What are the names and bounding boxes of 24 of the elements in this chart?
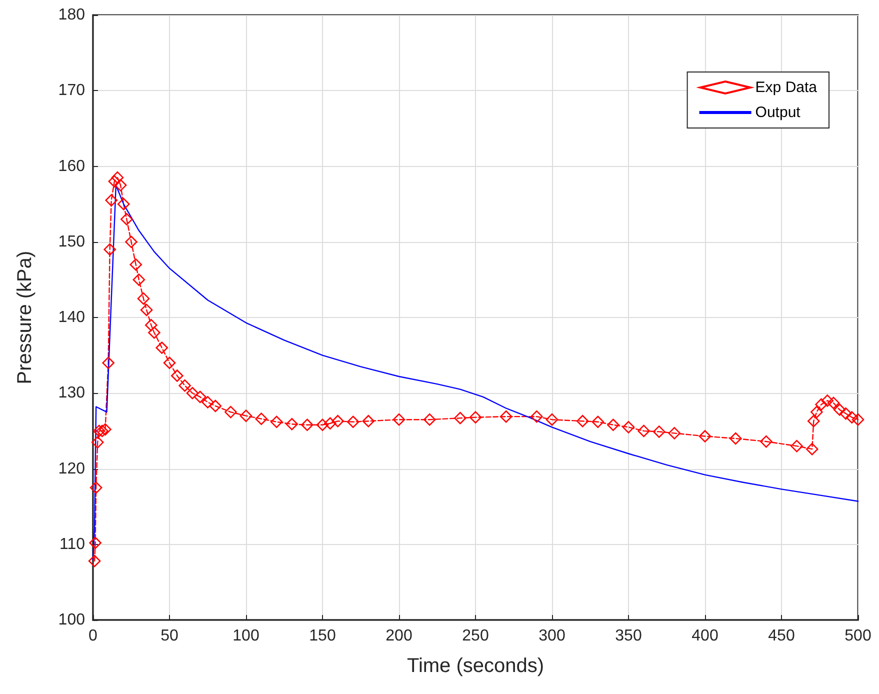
y-tick-label: 100 [58,612,86,628]
y-tick-label: 110 [59,536,86,553]
x-tick-label: 200 [386,628,412,644]
y-tick-label: 120 [58,460,86,478]
y-tick-label: 150 [58,233,86,250]
y-tick-label: 170 [58,82,86,100]
y-tick-label: 180 [58,6,86,24]
x-tick-label: 0 [88,628,98,644]
x-tick-label: 500 [844,628,872,644]
y-tick-label: 160 [58,158,86,175]
y-tick-label: 130 [58,384,86,402]
x-tick-label: 350 [615,628,642,644]
x-axis-title: Time (seconds) [406,655,544,677]
x-tick-label: 300 [538,628,566,644]
x-tick-label: 100 [232,628,260,644]
x-tick-label: 250 [462,628,489,644]
x-tick-label: 150 [309,628,336,644]
x-tick-label: 400 [692,628,718,644]
x-tick-label: 450 [768,628,795,644]
y-tick-label: 140 [58,309,86,326]
legend-label: Output [755,104,802,121]
legend-label: Exp Data [755,79,818,96]
y-axis-title: Pressure (kPa) [14,250,36,384]
x-tick-label: 50 [160,628,178,644]
